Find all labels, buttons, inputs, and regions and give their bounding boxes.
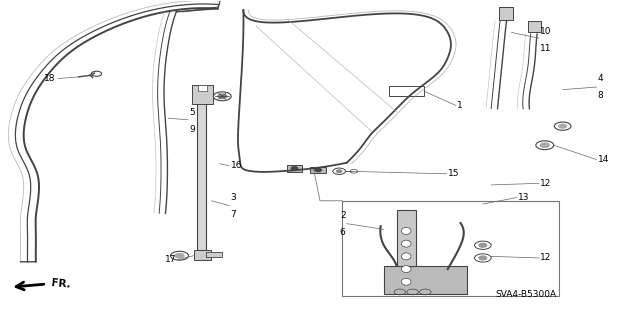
Text: 15: 15 [448,169,460,178]
Circle shape [479,243,486,247]
Bar [528,21,541,33]
Bar [198,85,207,91]
Bar [342,201,559,296]
Bar [197,98,206,250]
Bar [499,7,513,20]
Text: SVA4-B5300A: SVA4-B5300A [495,290,556,299]
Text: 11: 11 [540,44,552,53]
Ellipse shape [401,240,411,247]
Text: 16: 16 [230,161,242,170]
Bar [206,252,222,257]
Text: 17: 17 [165,255,176,264]
Circle shape [291,167,298,170]
Text: 12: 12 [540,179,552,188]
Text: 10: 10 [540,26,552,36]
Text: 4: 4 [598,74,604,83]
Bar [193,250,211,260]
Bar [192,85,212,104]
Bar [310,167,326,173]
Text: 5: 5 [189,108,195,117]
Text: 12: 12 [540,254,552,263]
Text: 14: 14 [598,155,609,164]
Text: 18: 18 [44,74,55,83]
Bar [397,210,416,286]
Text: 1: 1 [458,101,463,110]
Circle shape [479,256,486,260]
Text: 6: 6 [340,228,346,237]
Circle shape [540,143,549,147]
Text: 8: 8 [598,91,604,100]
Ellipse shape [401,266,411,272]
Text: 7: 7 [230,210,236,219]
Ellipse shape [401,278,411,285]
Circle shape [218,94,227,99]
Bar [287,165,302,172]
Ellipse shape [401,253,411,260]
Ellipse shape [401,227,411,234]
Text: 2: 2 [340,211,346,220]
Circle shape [337,170,342,173]
Text: 13: 13 [518,193,529,202]
Text: 9: 9 [189,124,195,134]
Bar [389,86,424,96]
Circle shape [175,254,184,258]
Circle shape [559,124,566,128]
Text: FR.: FR. [51,278,70,289]
Circle shape [315,168,321,172]
Text: 3: 3 [230,193,236,202]
Bar [384,266,467,294]
